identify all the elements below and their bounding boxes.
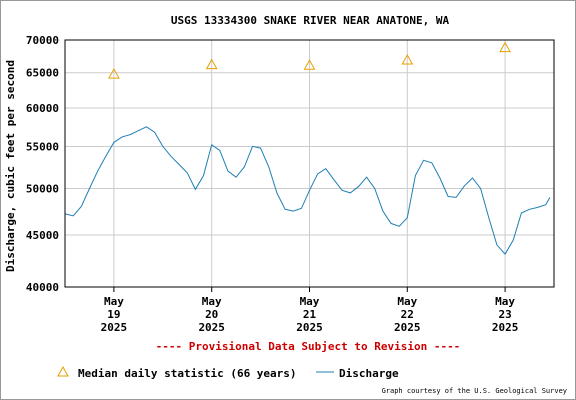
x-axis: May192025May202025May212025May222025May2… <box>101 287 519 334</box>
x-tick-label: 2025 <box>296 321 323 334</box>
x-tick-label: May <box>495 295 515 308</box>
y-tick-label: 40000 <box>26 281 59 294</box>
y-axis-label: Discharge, cubic feet per second <box>4 60 17 272</box>
legend-discharge-label: Discharge <box>339 367 399 380</box>
discharge-series <box>64 126 551 255</box>
provisional-note: ---- Provisional Data Subject to Revisio… <box>156 340 461 353</box>
y-tick-label: 65000 <box>26 67 59 80</box>
x-tick-label: 19 <box>107 308 120 321</box>
x-tick-label: 2025 <box>101 321 128 334</box>
y-tick-label: 55000 <box>26 140 59 153</box>
discharge-line <box>64 126 551 255</box>
x-tick-label: 23 <box>498 308 511 321</box>
chart-title: USGS 13334300 SNAKE RIVER NEAR ANATONE, … <box>171 14 450 27</box>
median-marker <box>499 41 511 53</box>
x-tick-label: May <box>202 295 222 308</box>
x-tick-label: May <box>397 295 417 308</box>
y-tick-label: 45000 <box>26 229 59 242</box>
y-tick-label: 70000 <box>26 34 59 47</box>
x-tick-label: May <box>300 295 320 308</box>
legend-median-marker <box>57 365 69 377</box>
x-tick-label: 20 <box>205 308 218 321</box>
median-marker <box>108 68 120 79</box>
legend: Median daily statistic (66 years) Discha… <box>57 365 399 380</box>
legend-median-label: Median daily statistic (66 years) <box>78 367 297 380</box>
y-tick-label: 60000 <box>26 102 59 115</box>
y-tick-label: 50000 <box>26 183 59 196</box>
y-axis: 40000 45000 50000 55000 60000 65000 70000 <box>26 34 59 294</box>
plot-area <box>64 39 555 288</box>
credit-text: Graph courtesy of the U.S. Geological Su… <box>382 387 567 395</box>
grid-lines <box>65 40 554 287</box>
median-marker <box>303 59 316 70</box>
x-tick-label: May <box>104 295 124 308</box>
x-tick-label: 2025 <box>394 321 421 334</box>
x-tick-label: 2025 <box>492 321 519 334</box>
median-series <box>108 41 511 79</box>
median-marker <box>401 53 414 65</box>
median-marker <box>205 58 218 70</box>
x-tick-label: 22 <box>401 308 414 321</box>
x-tick-label: 2025 <box>198 321 225 334</box>
x-tick-label: 21 <box>303 308 317 321</box>
